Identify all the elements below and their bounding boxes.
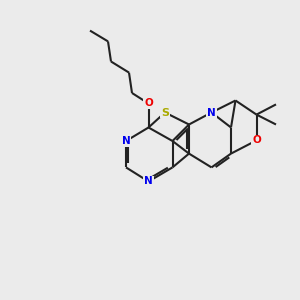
Text: S: S xyxy=(161,107,169,118)
Text: O: O xyxy=(144,98,153,109)
Text: N: N xyxy=(122,136,130,146)
Text: N: N xyxy=(144,176,153,187)
Text: O: O xyxy=(252,135,261,146)
Text: N: N xyxy=(207,107,216,118)
